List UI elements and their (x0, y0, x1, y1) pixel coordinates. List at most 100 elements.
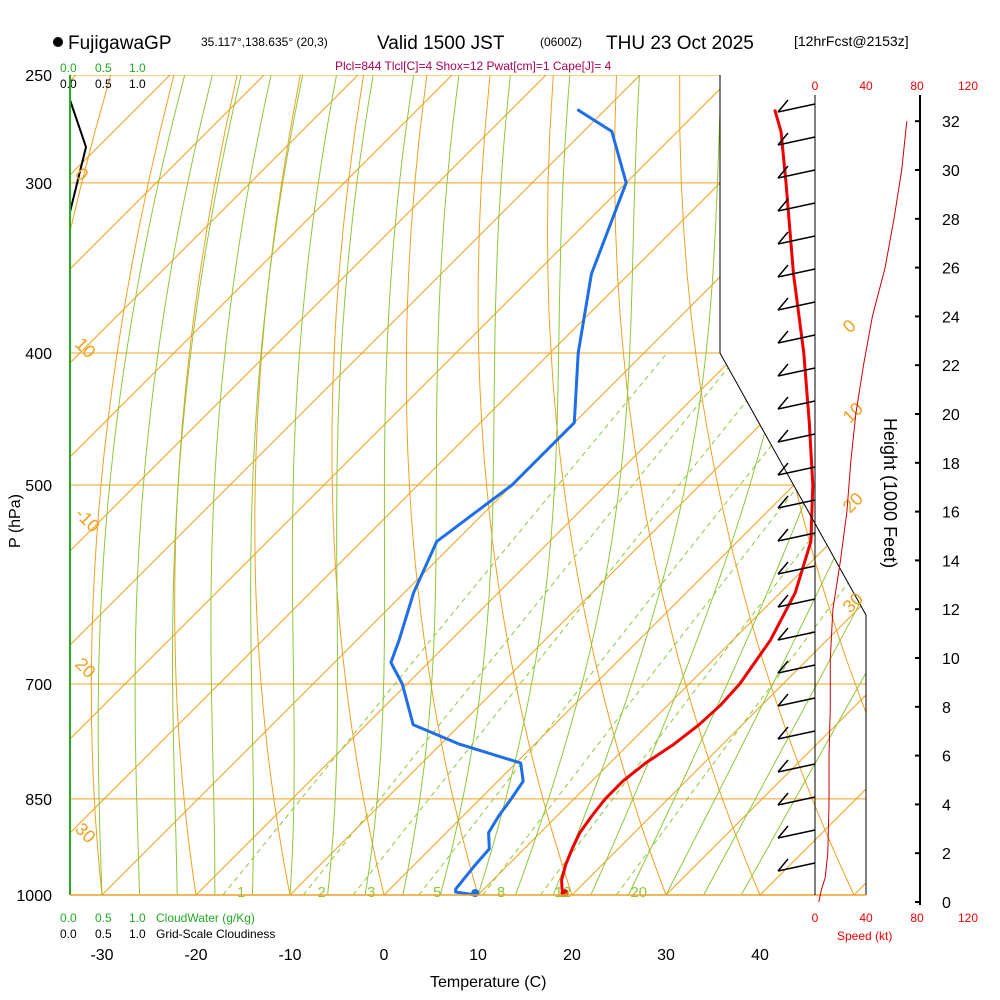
moist-adiabat-line (172, 75, 277, 895)
mixing-ratio-label: 3 (367, 884, 375, 901)
wind-barb (777, 862, 816, 872)
wind-barb (777, 334, 816, 344)
wind-barb-flag (777, 693, 789, 707)
height-tick-label: 14 (942, 553, 960, 570)
dry-adiabat-line (405, 75, 487, 895)
wind-barb-flag (777, 363, 789, 377)
speed-tick-label-top: 0 (812, 79, 819, 93)
wind-barb (777, 796, 816, 806)
dry-adiabat-line (90, 75, 212, 895)
isotherm-line (70, 75, 303, 895)
wind-barb (777, 301, 816, 311)
moist-adiabat-line (740, 75, 866, 895)
isotherm-line (665, 75, 866, 895)
wind-barb (777, 433, 816, 443)
moist-adiabat-line (327, 75, 401, 895)
dewpoint-profile-line (389, 108, 628, 897)
cloudiness-scale-top-2: 1.0 (129, 77, 146, 91)
valid-time: Valid 1500 JST (377, 33, 505, 54)
moist-adiabat-line (439, 75, 530, 895)
wind-barb (777, 565, 816, 575)
dry-adiabat-line (331, 75, 392, 895)
wind-barb (777, 169, 816, 179)
wind-barb-flag (777, 792, 789, 806)
moist-adiabat-line (515, 75, 652, 895)
dry-adiabat-line (174, 75, 271, 895)
wind-barb-flag (777, 858, 789, 872)
wind-barb-flag (777, 627, 789, 641)
moist-adiabat-line (364, 75, 439, 895)
station-dot-icon (53, 37, 63, 47)
wind-speed-profile-line (818, 121, 908, 903)
stability-indices: Plcl=844 Tlcl[C]=4 Shox=12 Pwat[cm]=1 Ca… (335, 59, 612, 73)
wind-barb-flag (777, 462, 789, 476)
pressure-tick-label: 250 (25, 68, 52, 85)
dry-adiabat-line (614, 75, 773, 895)
wind-barb-flag (777, 231, 789, 245)
wind-barb-flag (777, 264, 789, 278)
wind-barb-flag (777, 825, 789, 839)
height-axis-title: Height (1000 Feet) (880, 418, 900, 568)
temperature-tick-label: -30 (90, 947, 113, 964)
wind-barb (777, 763, 816, 773)
wind-barb (777, 202, 816, 212)
cloudiness-scale-top-1: 0.5 (95, 77, 112, 91)
wind-barb-flag (777, 759, 789, 773)
wind-barb (777, 532, 816, 542)
wind-barb (777, 136, 816, 146)
cloudwater-scale-top-1: 0.5 (95, 61, 112, 75)
isotherm-line (70, 75, 397, 895)
mixing-ratio-label: 12 (554, 884, 571, 901)
height-tick-label: 2 (942, 846, 951, 863)
pressure-tick-label: 500 (25, 478, 52, 495)
height-tick-label: 22 (942, 358, 960, 375)
speed-tick-label-bottom: 40 (859, 911, 873, 925)
dry-adiabat-line (546, 75, 678, 895)
wind-barb-flag (777, 660, 789, 674)
profile-layer (69, 99, 815, 897)
cloudwater-scale-bottom-0: 0.0 (60, 911, 77, 925)
plot-boundary (719, 75, 867, 895)
pressure-tick-label: 300 (25, 176, 52, 193)
moist-adiabat-line (552, 75, 730, 895)
wind-barb (777, 103, 816, 113)
isotherm-line (477, 75, 866, 895)
isotherm-line (70, 75, 679, 895)
temperature-tick-label: 10 (469, 947, 487, 964)
cloudiness-scale-bottom-2: 1.0 (129, 927, 146, 941)
valid-utc: (0600Z) (540, 35, 582, 49)
isotherm-line (571, 75, 866, 895)
mixing-ratio-label: 1 (237, 884, 245, 901)
moist-adiabat-line (665, 75, 866, 895)
pressure-tick-label: 1000 (16, 888, 52, 905)
dry-adiabat-line (477, 75, 583, 895)
cloudwater-scale-top-2: 1.0 (129, 61, 146, 75)
wind-barb-flag (777, 396, 789, 410)
cloudiness-scale-bottom-1: 0.5 (95, 927, 112, 941)
temperature-tick-label: 30 (657, 947, 675, 964)
wind-barb-flag (777, 594, 789, 608)
temperature-tick-label: 40 (751, 947, 769, 964)
wind-barb (777, 400, 816, 410)
temperature-profile-line (560, 109, 815, 896)
speed-tick-label-bottom: 0 (812, 911, 819, 925)
wind-barb-flag (777, 429, 789, 443)
speed-tick-label-top: 40 (859, 79, 873, 93)
height-tick-label: 4 (942, 797, 951, 814)
speed-tick-label-top: 80 (910, 79, 924, 93)
wind-barb-flag (777, 330, 789, 344)
height-tick-label: 10 (942, 651, 960, 668)
isotherm-line (70, 75, 773, 895)
wind-barb (777, 367, 816, 377)
wind-barb (777, 730, 816, 740)
height-tick-label: 6 (942, 749, 951, 766)
cloudwater-label: CloudWater (g/Kg) (156, 911, 255, 925)
cloudwater-scale-top-0: 0.0 (60, 61, 77, 75)
wind-barb-flag (777, 561, 789, 575)
height-tick-label: 26 (942, 261, 960, 278)
x-axis-title: Temperature (C) (430, 974, 546, 991)
wind-barb-flag (777, 99, 789, 113)
wind-barb (777, 499, 816, 509)
